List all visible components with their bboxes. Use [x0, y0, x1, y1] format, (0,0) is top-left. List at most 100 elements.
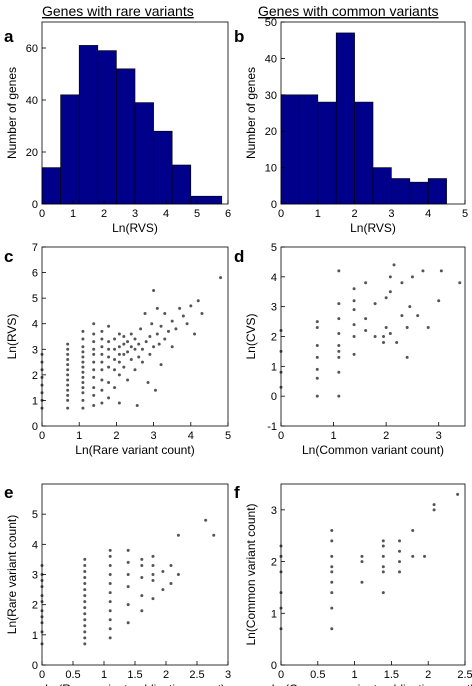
scatter-point: [108, 591, 112, 595]
x-tick-label: 1: [76, 430, 82, 442]
scatter-point: [83, 600, 87, 604]
scatter-point: [337, 317, 341, 321]
scatter-point: [163, 311, 167, 315]
scatter-point: [315, 394, 319, 398]
scatter-point: [81, 365, 85, 369]
scatter-point: [83, 624, 87, 628]
scatter-point: [426, 326, 430, 330]
histogram-bar: [372, 167, 392, 205]
y-tick-label: -1: [267, 421, 277, 433]
scatter-point: [212, 533, 216, 537]
scatter-point: [117, 345, 121, 349]
scatter-point: [178, 306, 182, 310]
scatter-point: [83, 618, 87, 622]
x-tick-label: 0: [278, 669, 284, 681]
scatter-point: [81, 350, 85, 354]
scatter-point: [337, 343, 341, 347]
scatter-point: [153, 388, 157, 392]
x-tick-label: 0.5: [310, 669, 325, 681]
y-tick-label: 4: [271, 272, 277, 284]
scatter-point: [83, 557, 87, 561]
scatter-point: [330, 627, 334, 631]
scatter-point: [83, 612, 87, 616]
scatter-point: [170, 345, 174, 349]
scatter-point: [100, 368, 104, 372]
scatter-point: [315, 343, 319, 347]
scatter-point: [315, 355, 319, 359]
scatter-point: [100, 329, 104, 333]
y-tick-label: 0: [32, 660, 38, 672]
scatter-point: [360, 560, 364, 564]
scatter-point: [189, 304, 193, 308]
scatter-point: [92, 332, 96, 336]
scatter-point: [108, 609, 112, 613]
x-tick-label: 2: [163, 669, 169, 681]
y-tick-label: 0: [271, 660, 277, 672]
histogram-bar: [391, 178, 411, 205]
scatter-point: [117, 360, 121, 364]
scatter-point: [66, 388, 70, 392]
histogram-bar: [41, 167, 61, 205]
x-tick-label: 1.5: [127, 669, 142, 681]
x-tick-label: 0: [39, 430, 45, 442]
y-tick-label: 0: [271, 391, 277, 403]
scatter-point: [113, 358, 117, 362]
scatter-point: [81, 370, 85, 374]
x-axis-label: Ln(Rare variant count): [75, 443, 194, 457]
y-tick-label: 0: [32, 421, 38, 433]
x-tick-label: 2: [101, 208, 107, 220]
scatter-point: [83, 642, 87, 646]
scatter-point: [100, 337, 104, 341]
scatter-point: [352, 352, 356, 356]
scatter-point: [360, 580, 364, 584]
y-axis-label: Ln(Common variant count): [244, 503, 258, 645]
scatter-point: [410, 275, 414, 279]
scatter-point: [456, 492, 460, 496]
scatter-point: [337, 349, 341, 353]
scatter-point: [108, 618, 112, 622]
scatter-point: [100, 388, 104, 392]
scatter-point: [83, 594, 87, 598]
scatter-point: [113, 368, 117, 372]
scatter-point: [83, 582, 87, 586]
y-tick-label: 40: [26, 95, 38, 107]
scatter-point: [364, 317, 368, 321]
y-tick-label: 6: [32, 268, 38, 280]
histogram-bar: [280, 94, 300, 205]
scatter-point: [83, 606, 87, 610]
plot-frame: [41, 483, 229, 666]
scatter-point: [81, 381, 85, 385]
scatter-point: [330, 591, 334, 595]
scatter-point: [83, 563, 87, 567]
scatter-point: [81, 391, 85, 395]
scatter-point: [66, 373, 70, 377]
scatter-point: [143, 311, 147, 315]
scatter-point: [397, 570, 401, 574]
scatter-point: [92, 347, 96, 351]
scatter-point: [330, 554, 334, 558]
y-tick-label: 20: [26, 147, 38, 159]
y-tick-label: 20: [265, 126, 277, 138]
plot-frame: [41, 246, 229, 427]
scatter-point: [395, 340, 399, 344]
scatter-point: [107, 396, 111, 400]
scatter-point: [397, 549, 401, 553]
scatter-point: [66, 358, 70, 362]
scatter-point: [405, 326, 409, 330]
scatter-point: [113, 386, 117, 390]
y-tick-label: 4: [32, 539, 38, 551]
y-tick-label: 3: [32, 344, 38, 356]
scatter-point: [140, 609, 144, 613]
scatter-point: [100, 401, 104, 405]
scatter-point: [315, 320, 319, 324]
scatter-point: [405, 355, 409, 359]
scatter-point: [388, 332, 392, 336]
x-tick-label: 3: [225, 669, 231, 681]
x-tick-label: 3: [132, 208, 138, 220]
scatter-point: [107, 381, 111, 385]
y-tick-label: 60: [26, 43, 38, 55]
scatter-point: [107, 347, 111, 351]
scatter-point: [81, 337, 85, 341]
scatter-point: [337, 370, 341, 374]
scatter-point: [330, 565, 334, 569]
